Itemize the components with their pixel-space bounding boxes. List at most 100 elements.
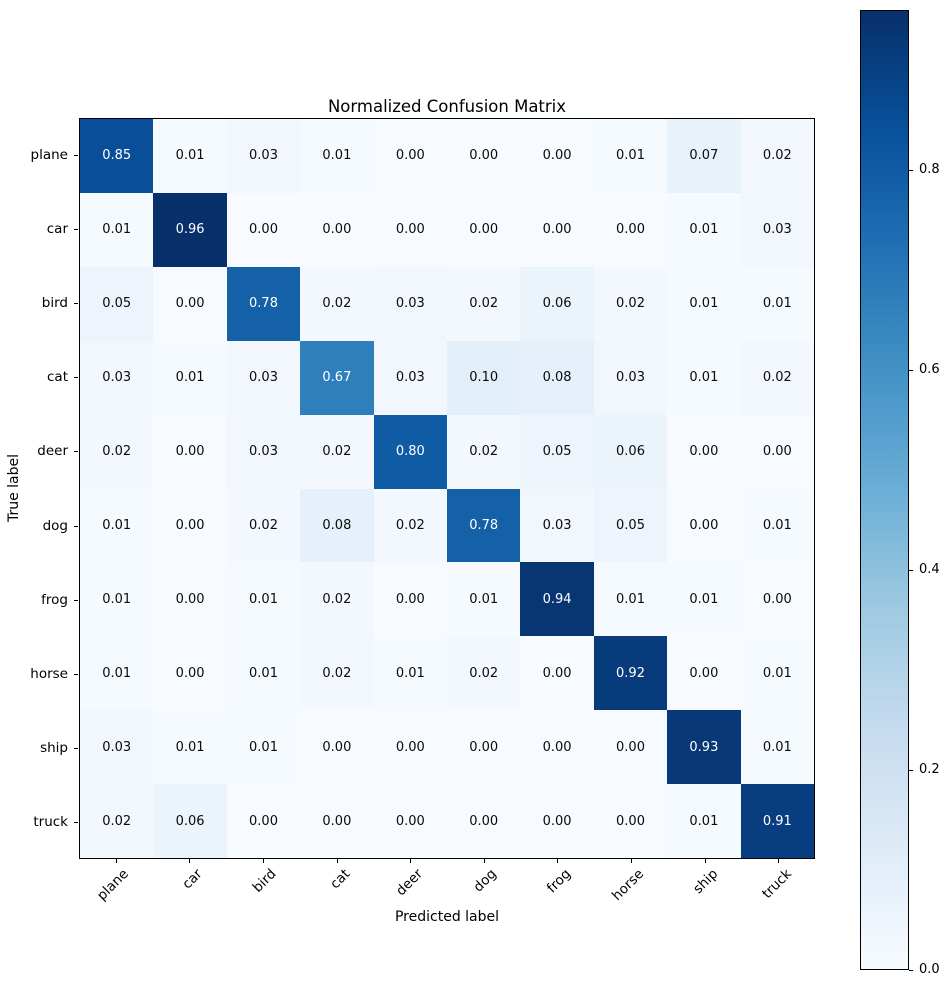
matrix-cell: 0.02 xyxy=(226,488,301,563)
matrix-cell: 0.00 xyxy=(373,562,447,637)
matrix-cell: 0.01 xyxy=(593,562,668,637)
y-tick-mark xyxy=(74,821,78,823)
matrix-cell: 0.00 xyxy=(447,784,521,858)
confusion-matrix-grid: 0.85 0.01 0.03 0.01 0.00 0.00 0.00 0.01 0.07 0.02… xyxy=(79,118,815,859)
matrix-cell: 0.03 xyxy=(226,119,301,193)
matrix-cell: 0.10 xyxy=(447,340,521,415)
matrix-cell: 0.00 xyxy=(153,636,227,711)
colorbar-tick-mark xyxy=(909,770,913,771)
y-tick-label: ship xyxy=(40,739,68,756)
y-tick-mark xyxy=(74,451,78,453)
matrix-cell: 0.03 xyxy=(373,266,447,341)
matrix-cell: 0.01 xyxy=(80,636,154,711)
matrix-cell: 0.93 xyxy=(667,710,741,785)
matrix-cell: 0.01 xyxy=(667,562,741,637)
y-tick-label: cat xyxy=(47,369,68,386)
matrix-cell: 0.00 xyxy=(373,119,447,193)
y-tick-mark xyxy=(74,155,78,157)
matrix-cell: 0.00 xyxy=(740,562,814,637)
matrix-cell: 0.00 xyxy=(300,784,374,858)
matrix-cell: 0.01 xyxy=(226,636,301,711)
colorbar-tick-label: 0.8 xyxy=(919,162,940,177)
matrix-cell: 0.02 xyxy=(300,266,374,341)
matrix-cell: 0.00 xyxy=(740,414,814,489)
colorbar-tick-label: 0.6 xyxy=(919,362,940,377)
matrix-cell: 0.01 xyxy=(80,562,154,637)
matrix-cell: 0.03 xyxy=(373,340,447,415)
matrix-cell: 0.02 xyxy=(300,562,374,637)
matrix-cell: 0.00 xyxy=(520,710,594,785)
x-tick-label: deer xyxy=(393,866,427,900)
matrix-cell: 0.08 xyxy=(300,488,374,563)
y-tick-label: bird xyxy=(41,295,68,312)
matrix-cell: 0.00 xyxy=(520,784,594,858)
matrix-cell: 0.01 xyxy=(667,784,741,858)
x-axis-label: Predicted label xyxy=(394,909,500,925)
matrix-cell: 0.01 xyxy=(153,119,227,193)
y-tick-mark xyxy=(74,303,78,305)
matrix-cell: 0.03 xyxy=(80,710,154,785)
matrix-cell: 0.00 xyxy=(593,784,668,858)
y-tick-label: truck xyxy=(33,813,68,830)
matrix-cell: 0.94 xyxy=(520,562,594,637)
matrix-cell: 0.01 xyxy=(667,266,741,341)
x-tick-label: dog xyxy=(470,866,501,896)
matrix-cell: 0.01 xyxy=(300,119,374,193)
x-tick-label: bird xyxy=(249,866,280,896)
matrix-cell: 0.08 xyxy=(520,340,594,415)
matrix-cell: 0.00 xyxy=(300,710,374,785)
matrix-cell: 0.01 xyxy=(740,636,814,711)
matrix-cell: 0.06 xyxy=(520,266,594,341)
matrix-cell: 0.02 xyxy=(373,488,447,563)
x-tick-mark xyxy=(704,859,706,863)
colorbar-tick-mark xyxy=(909,570,913,571)
colorbar-tick-mark xyxy=(909,970,913,971)
x-tick-label: plane xyxy=(94,866,133,904)
matrix-cell: 0.00 xyxy=(373,192,447,267)
matrix-cell: 0.01 xyxy=(667,340,741,415)
matrix-cell: 0.03 xyxy=(80,340,154,415)
matrix-cell: 0.00 xyxy=(153,488,227,563)
matrix-cell: 0.05 xyxy=(520,414,594,489)
matrix-cell: 0.00 xyxy=(520,636,594,711)
colorbar-tick-label: 0.4 xyxy=(919,562,940,577)
y-axis-label: True label xyxy=(6,453,22,523)
x-tick-label: car xyxy=(179,866,206,893)
colorbar-tick-mark xyxy=(909,170,913,171)
matrix-cell: 0.02 xyxy=(593,266,668,341)
x-tick-label: frog xyxy=(543,866,574,897)
matrix-cell: 0.05 xyxy=(593,488,668,563)
colorbar-tick-mark xyxy=(909,370,913,371)
matrix-cell: 0.02 xyxy=(300,414,374,489)
y-tick-mark xyxy=(74,377,78,379)
matrix-cell: 0.96 xyxy=(153,192,227,267)
x-tick-mark xyxy=(189,859,191,863)
x-tick-mark xyxy=(410,859,412,863)
y-tick-label: frog xyxy=(41,591,68,608)
matrix-cell: 0.00 xyxy=(667,636,741,711)
matrix-cell: 0.01 xyxy=(447,562,521,637)
matrix-cell: 0.06 xyxy=(153,784,227,858)
matrix-cell: 0.00 xyxy=(593,192,668,267)
matrix-cell: 0.01 xyxy=(153,340,227,415)
matrix-cell: 0.02 xyxy=(447,266,521,341)
matrix-cell: 0.02 xyxy=(447,414,521,489)
x-tick-mark xyxy=(483,859,485,863)
matrix-cell: 0.80 xyxy=(373,414,447,489)
matrix-cell: 0.00 xyxy=(153,562,227,637)
matrix-cell: 0.01 xyxy=(226,710,301,785)
matrix-cell: 0.01 xyxy=(667,192,741,267)
matrix-cell: 0.00 xyxy=(373,710,447,785)
matrix-cell: 0.78 xyxy=(226,266,301,341)
matrix-cell: 0.07 xyxy=(667,119,741,193)
colorbar-tick-label: 0.0 xyxy=(919,962,940,977)
matrix-cell: 0.02 xyxy=(447,636,521,711)
matrix-cell: 0.00 xyxy=(153,414,227,489)
y-tick-mark xyxy=(74,747,78,749)
chart-title: Normalized Confusion Matrix xyxy=(327,97,567,116)
x-tick-mark xyxy=(263,859,264,863)
matrix-cell: 0.92 xyxy=(593,636,668,711)
x-tick-mark xyxy=(336,859,338,863)
matrix-cell: 0.01 xyxy=(80,488,154,563)
